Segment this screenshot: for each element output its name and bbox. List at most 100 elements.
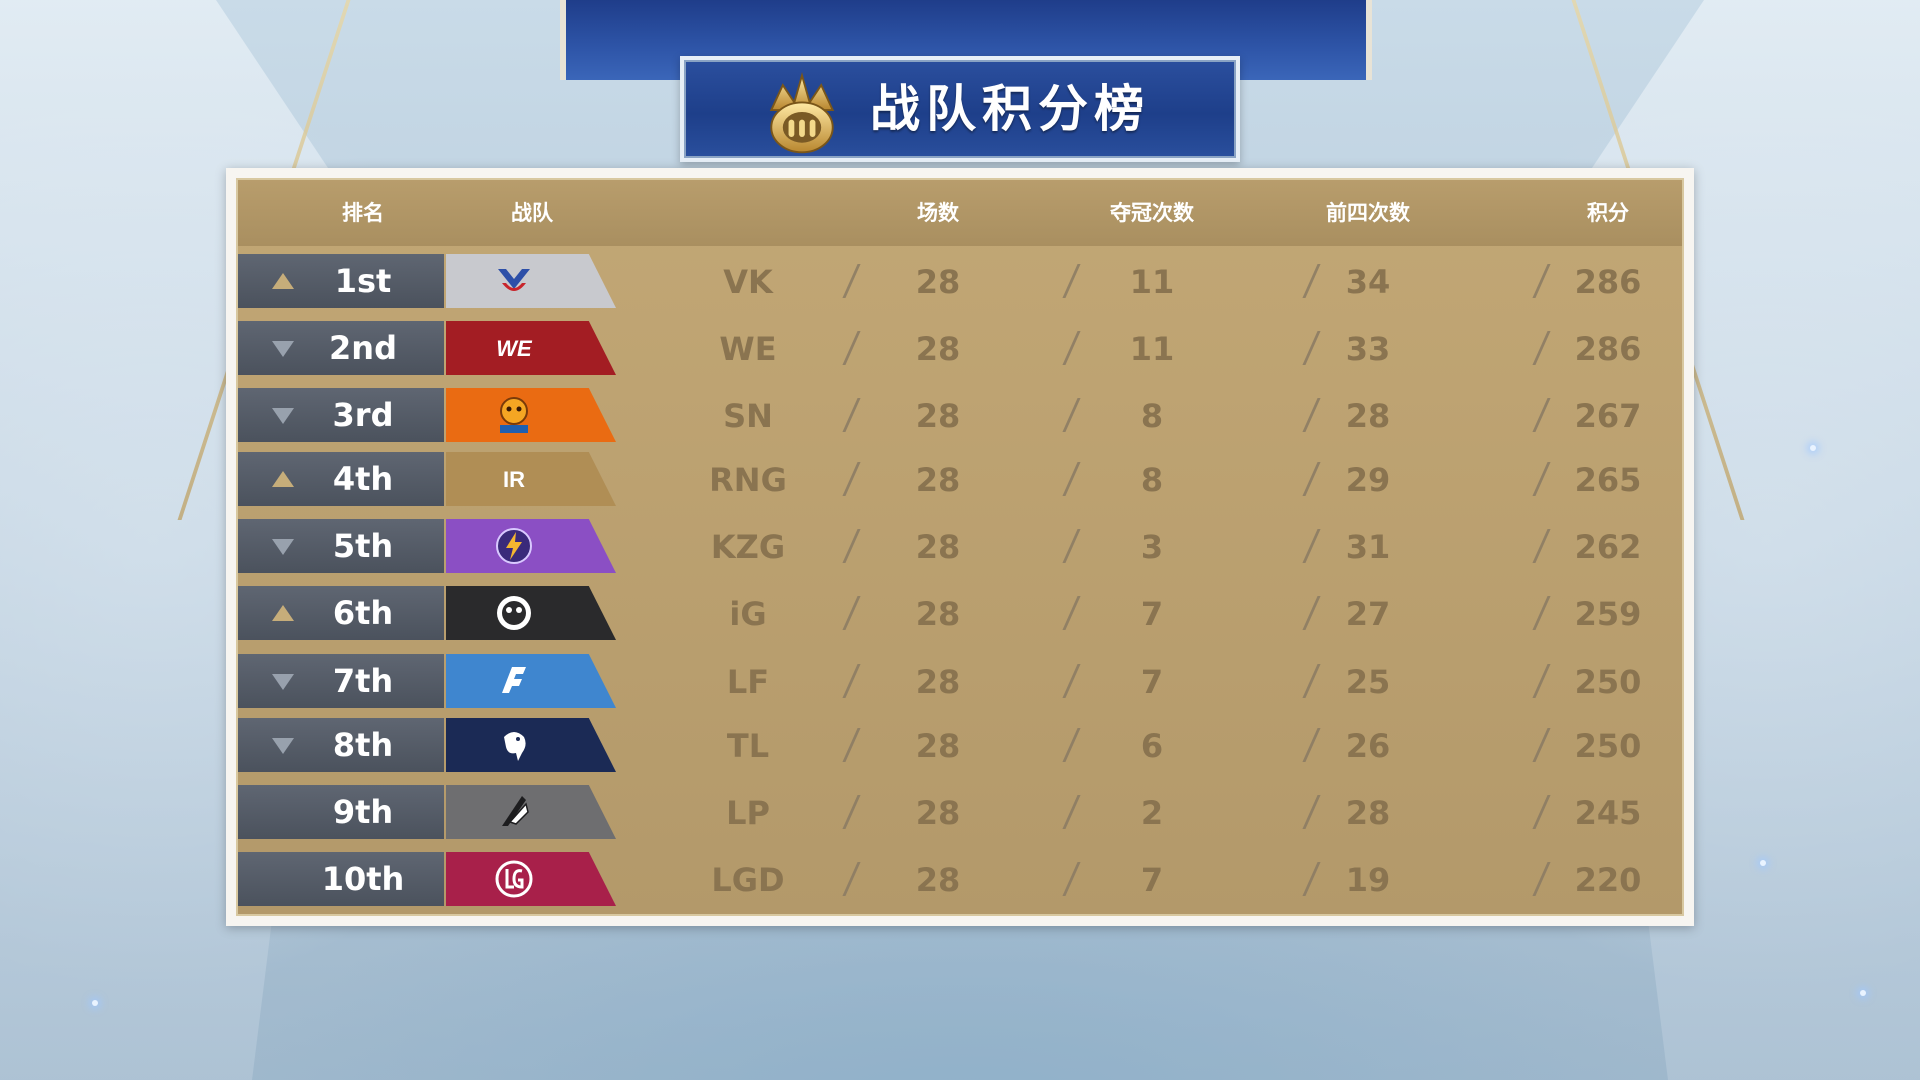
points-value: 286 [1574, 263, 1642, 301]
rank-label: 3rd [332, 396, 394, 434]
team-name: LP [726, 794, 770, 832]
points-value: 267 [1574, 397, 1642, 435]
rank-cell: 7th [238, 654, 444, 708]
column-separator [842, 795, 861, 829]
championships-value: 7 [1140, 861, 1164, 899]
top4-value: 28 [1345, 794, 1391, 832]
rng-logo-icon: IR [492, 457, 536, 501]
matches-value: 28 [915, 397, 961, 435]
matches-value: 28 [915, 263, 961, 301]
column-separator [1062, 664, 1081, 698]
svg-text:WE: WE [496, 336, 533, 361]
rank-label: 8th [332, 726, 394, 764]
table-row: 2nd WE WE 28 11 33 286 [238, 321, 1682, 375]
table-row: 1st VK 28 11 34 286 [238, 254, 1682, 308]
rank-cell: 4th [238, 452, 444, 506]
rank-label: 9th [332, 793, 394, 831]
matches-value: 28 [915, 528, 961, 566]
lp-logo-icon [492, 790, 536, 834]
top4-value: 26 [1345, 727, 1391, 765]
team-name: iG [729, 595, 767, 633]
top4-value: 29 [1345, 461, 1391, 499]
team-name: TL [726, 727, 770, 765]
column-separator [1062, 398, 1081, 432]
points-value: 245 [1574, 794, 1642, 832]
column-separator [1062, 462, 1081, 496]
table-row: 8th TL 28 6 26 250 [238, 718, 1682, 772]
matches-value: 28 [915, 727, 961, 765]
rank-cell: 3rd [238, 388, 444, 442]
trend-up-icon [272, 471, 294, 487]
championships-value: 6 [1140, 727, 1164, 765]
trend-down-icon [272, 341, 294, 357]
header-matches: 场数 [917, 201, 959, 225]
team-name: VK [723, 263, 773, 301]
sparkle [1760, 860, 1766, 866]
sparkle [1810, 445, 1816, 451]
team-logo-cell [446, 586, 616, 640]
matches-value: 28 [915, 330, 961, 368]
team-logo-cell [446, 785, 616, 839]
championships-value: 8 [1140, 461, 1164, 499]
championships-value: 11 [1129, 263, 1175, 301]
top4-value: 31 [1345, 528, 1391, 566]
table-header: 排名 战队 场数 夺冠次数 前四次数 积分 [238, 180, 1682, 246]
column-separator [842, 529, 861, 563]
standings-board: 排名 战队 场数 夺冠次数 前四次数 积分 1st VK 28 11 34 286 2nd W… [226, 168, 1694, 926]
team-name: LGD [711, 861, 785, 899]
column-separator [1062, 596, 1081, 630]
points-value: 250 [1574, 663, 1642, 701]
championships-value: 2 [1140, 794, 1164, 832]
top4-value: 25 [1345, 663, 1391, 701]
table-row: 7th LF 28 7 25 250 [238, 654, 1682, 708]
sn-logo-icon [492, 393, 536, 437]
table-row: 5th KZG 28 3 31 262 [238, 519, 1682, 573]
top4-value: 33 [1345, 330, 1391, 368]
matches-value: 28 [915, 794, 961, 832]
team-name: WE [719, 330, 777, 368]
matches-value: 28 [915, 461, 961, 499]
rank-cell: 5th [238, 519, 444, 573]
sparkle [1860, 990, 1866, 996]
team-name: KZG [710, 528, 786, 566]
team-logo-cell: IR [446, 452, 616, 506]
sparkle [92, 1000, 98, 1006]
table-row: 9th LP 28 2 28 245 [238, 785, 1682, 839]
rank-label: 2nd [329, 329, 397, 367]
column-separator [842, 596, 861, 630]
vk-logo-icon [492, 259, 536, 303]
rank-cell: 1st [238, 254, 444, 308]
tl-logo-icon [492, 723, 536, 767]
championships-value: 11 [1129, 330, 1175, 368]
rank-cell: 8th [238, 718, 444, 772]
table-row: 6th iG 28 7 27 259 [238, 586, 1682, 640]
header-championships: 夺冠次数 [1110, 201, 1194, 225]
team-logo-cell [446, 852, 616, 906]
column-separator [1062, 795, 1081, 829]
header-points: 积分 [1587, 201, 1629, 225]
team-logo-cell [446, 254, 616, 308]
column-separator [842, 264, 861, 298]
table-row: 10th LGD 28 7 19 220 [238, 852, 1682, 906]
team-logo-cell [446, 718, 616, 772]
crown-icon [769, 72, 835, 154]
team-logo-cell [446, 519, 616, 573]
column-separator [1062, 728, 1081, 762]
matches-value: 28 [915, 595, 961, 633]
kzg-logo-icon [492, 524, 536, 568]
trend-down-icon [272, 674, 294, 690]
trend-down-icon [272, 408, 294, 424]
page-title: 战队积分榜 [870, 80, 1150, 138]
column-separator [1062, 529, 1081, 563]
column-separator [1062, 331, 1081, 365]
top4-value: 19 [1345, 861, 1391, 899]
standings-table: 排名 战队 场数 夺冠次数 前四次数 积分 1st VK 28 11 34 286 2nd W… [236, 178, 1684, 916]
ig-logo-icon [492, 591, 536, 635]
rank-label: 10th [321, 860, 405, 898]
top4-value: 28 [1345, 397, 1391, 435]
team-name: RNG [709, 461, 787, 499]
column-separator [842, 728, 861, 762]
team-logo-cell [446, 654, 616, 708]
column-separator [842, 398, 861, 432]
rank-label: 1st [334, 262, 392, 300]
